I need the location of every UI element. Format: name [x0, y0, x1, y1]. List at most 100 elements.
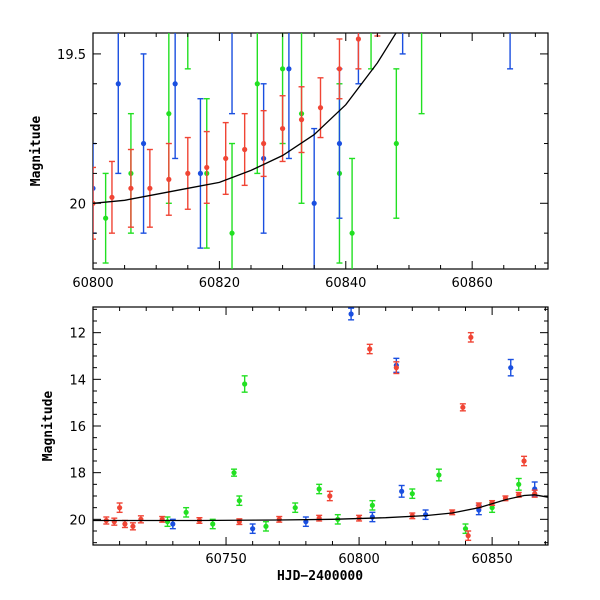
data-point-blue	[422, 509, 429, 521]
data-point-green	[231, 468, 238, 477]
data-point-green	[368, 33, 375, 70]
data-point-blue	[197, 98, 204, 249]
data-point-red	[467, 331, 474, 343]
data-point-green	[241, 375, 248, 393]
data-point-green	[418, 33, 425, 115]
x-tick-label: 60820	[199, 276, 240, 291]
x-tick-label: 60860	[451, 276, 492, 291]
data-marker	[147, 185, 153, 191]
data-marker	[336, 140, 343, 147]
data-point-green	[369, 499, 376, 511]
data-marker	[292, 505, 298, 511]
series-blue	[169, 307, 538, 535]
data-point-blue	[285, 33, 292, 160]
data-point-green	[236, 495, 243, 507]
y-tick-label: 14	[69, 373, 86, 388]
data-marker	[348, 311, 354, 317]
data-point-red	[393, 361, 400, 375]
data-marker	[436, 472, 442, 478]
data-marker	[138, 516, 144, 522]
data-point-red	[459, 403, 466, 412]
model-curve	[93, 494, 548, 522]
data-marker	[117, 505, 123, 511]
data-point-red	[203, 130, 210, 204]
data-point-red	[111, 517, 118, 526]
data-point-green	[183, 506, 190, 518]
data-point-red	[222, 121, 229, 196]
data-marker	[103, 215, 109, 221]
data-marker	[409, 491, 415, 497]
data-point-green	[262, 520, 269, 532]
data-point-green	[393, 68, 400, 219]
data-marker	[298, 117, 305, 123]
data-marker	[349, 230, 355, 236]
data-point-green	[209, 518, 216, 530]
data-marker	[489, 505, 495, 511]
data-marker	[400, 7, 405, 12]
data-point-red	[521, 455, 528, 467]
data-point-green	[349, 157, 356, 269]
data-point-blue	[399, 7, 406, 55]
data-point-red	[121, 519, 128, 529]
bottom-y-axis-title: Magnitude	[41, 391, 56, 462]
data-marker	[229, 230, 235, 236]
data-point-blue	[311, 127, 318, 269]
bottom-panel: 60750 60800 60850 12 14 16 18 20 Magnitude HJD−…	[41, 306, 549, 584]
data-point-green	[254, 33, 261, 175]
y-tick-label: 12	[69, 327, 86, 342]
data-point-blue	[302, 516, 309, 528]
data-point-red	[260, 109, 267, 178]
data-marker	[393, 140, 399, 147]
y-tick-label: 16	[69, 420, 86, 435]
series-green	[102, 0, 463, 269]
data-marker	[521, 458, 527, 464]
data-point-green	[184, 33, 191, 70]
data-point-red	[374, 33, 381, 37]
data-marker	[231, 470, 237, 476]
data-point-blue	[229, 21, 236, 115]
data-marker	[355, 36, 362, 42]
data-point-green	[147, 0, 153, 9]
data-point-red	[326, 490, 333, 502]
data-marker	[508, 365, 514, 371]
bottom-ticks-layer: 60750 60800 60850 12 14 16 18 20	[69, 307, 548, 567]
top-data-layer	[93, 0, 514, 269]
data-point-red	[184, 136, 191, 210]
y-tick-label: 19.5	[57, 48, 86, 63]
data-marker	[476, 507, 482, 513]
data-marker	[166, 111, 172, 117]
data-point-red	[165, 142, 172, 216]
data-point-red	[465, 530, 472, 542]
y-tick-label: 20	[69, 513, 86, 528]
data-marker	[261, 140, 267, 147]
data-point-blue	[115, 33, 122, 175]
data-point-green	[462, 523, 469, 535]
data-marker	[210, 521, 216, 527]
data-marker	[316, 486, 322, 492]
bottom-data-layer	[93, 307, 548, 542]
data-marker	[263, 523, 269, 529]
data-point-green	[409, 488, 416, 500]
data-marker	[130, 523, 136, 529]
x-tick-label: 60850	[471, 552, 512, 567]
data-point-red	[108, 160, 115, 234]
data-marker	[468, 334, 474, 340]
data-point-red	[129, 522, 136, 531]
bottom-x-axis-title: HJD−2400000	[277, 569, 363, 584]
data-marker	[303, 519, 309, 525]
data-marker	[369, 502, 375, 508]
data-point-blue	[381, 0, 387, 24]
data-point-red	[355, 33, 362, 70]
data-marker	[164, 519, 171, 525]
data-point-blue	[140, 53, 147, 234]
data-marker	[229, 21, 234, 26]
top-ticks-layer: 608006082060840608601919.520	[57, 33, 548, 291]
model-curve	[93, 33, 397, 204]
data-point-green	[457, 0, 463, 9]
data-marker	[242, 381, 248, 387]
x-tick-label: 60750	[205, 552, 246, 567]
data-marker	[369, 514, 375, 520]
data-point-blue	[369, 511, 376, 523]
data-marker	[170, 521, 176, 527]
